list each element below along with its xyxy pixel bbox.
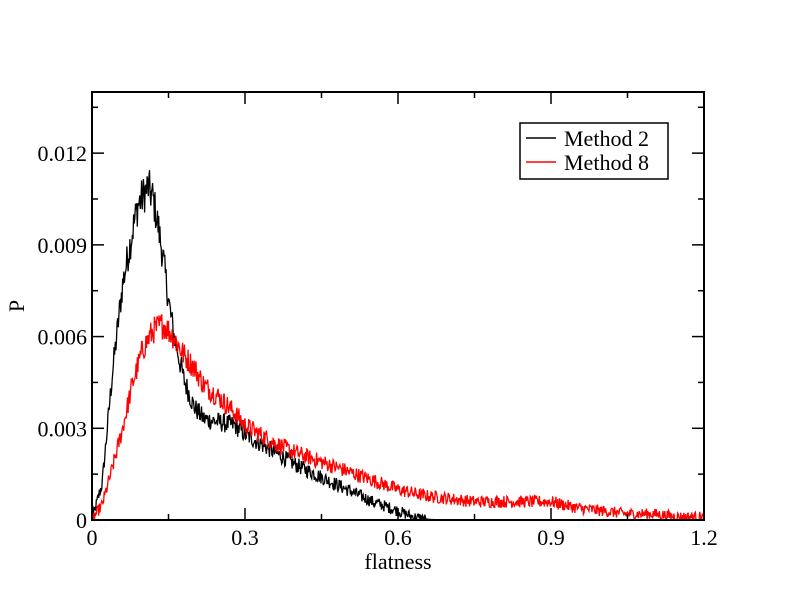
series-line-method-8: [92, 314, 704, 520]
x-tick-label: 0.9: [537, 525, 565, 550]
y-tick-label: 0.009: [38, 233, 88, 258]
series-layer: [92, 170, 704, 520]
x-tick-label: 0.3: [231, 525, 259, 550]
legend-label-method-2: Method 2: [564, 126, 649, 151]
tick-labels: 0 0.3 0.6 0.9 1.2 0 0.003 0.006 0.009 0.012: [38, 141, 718, 550]
x-tick-label: 1.2: [690, 525, 718, 550]
legend-box: [519, 122, 669, 180]
ticks-layer: [91, 92, 705, 521]
x-tick-label: 0.6: [384, 525, 412, 550]
y-tick-label: 0.003: [38, 416, 88, 441]
legend-label-method-8: Method 8: [564, 150, 649, 175]
x-tick-label: 0: [87, 525, 98, 550]
series-line-method-2: [92, 170, 449, 520]
y-tick-label: 0: [76, 508, 87, 533]
y-tick-label: 0.012: [38, 141, 88, 166]
x-axis-label: flatness: [364, 549, 431, 574]
y-axis-label: P: [4, 300, 29, 312]
legend: Method 2 Method 8: [519, 122, 669, 180]
y-tick-label: 0.006: [38, 325, 88, 350]
